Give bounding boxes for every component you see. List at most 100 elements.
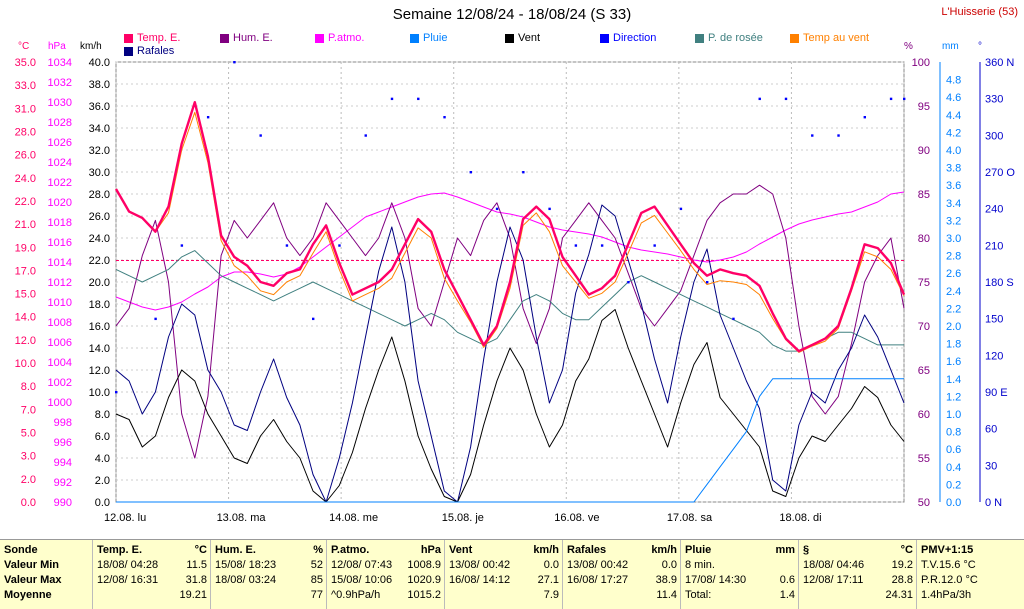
temp-tick-label: 26.0 — [15, 150, 36, 162]
station-name: L'Huisserie (53) — [941, 6, 1018, 18]
temp-tick-label: 12.0 — [15, 335, 36, 347]
wind-tick-label: 18.0 — [89, 299, 110, 311]
dir-tick-label: 270 O — [985, 167, 1015, 179]
direction-point — [390, 97, 394, 101]
stats-cell-value: 31.8 — [185, 574, 207, 586]
stats-header: § °C — [803, 544, 913, 558]
rain-tick-label: 1.6 — [946, 356, 961, 368]
stats-column: § °C 18/08/ 04:46 19.2 12/08/ 17:11 28.8 24.31 — [798, 540, 917, 609]
stats-column: Vent km/h 13/08/ 00:42 0.0 16/08/ 14:12 27.1 7… — [444, 540, 563, 609]
press-tick-label: 1002 — [48, 377, 72, 389]
legend-press: P.atmo. — [315, 32, 365, 44]
direction-point — [706, 281, 709, 284]
direction-point — [154, 317, 157, 321]
rain-tick-label: 4.8 — [946, 75, 961, 87]
stats-row: 16/08/ 14:12 27.1 — [449, 574, 559, 588]
rain-tick-label: 2.4 — [946, 286, 961, 298]
direction-point — [732, 317, 735, 321]
wind-tick-label: 20.0 — [89, 277, 110, 289]
stats-cell-time: 16/08/ 17:27 — [567, 574, 629, 586]
dir-tick-label: 240 — [985, 204, 1003, 216]
wind-tick-label: 22.0 — [89, 255, 110, 267]
direction-point — [522, 171, 525, 174]
rain-tick-label: 0.2 — [946, 479, 961, 491]
press-tick-label: 996 — [54, 437, 72, 449]
stats-cell-value: 77 — [310, 589, 323, 601]
direction-point — [837, 134, 840, 137]
stats-row: 24.31 — [803, 589, 913, 603]
hum-tick-label: 75 — [918, 277, 930, 289]
x-tick-label: 18.08. di — [779, 512, 821, 524]
temp-tick-label: 19.0 — [15, 242, 36, 254]
legend-swatch — [124, 33, 133, 43]
direction-point — [903, 97, 906, 101]
stats-column: PMV+1:15 T.V.15.6 °C P.R.12.0 °C 1.4hPa/3h — [916, 540, 1024, 609]
dir-tick-label: 90 E — [985, 387, 1008, 399]
wind-tick-label: 8.0 — [95, 409, 110, 421]
wind-tick-label: 4.0 — [95, 453, 110, 465]
dir-tick-label: 180 S — [985, 277, 1014, 289]
direction-point — [784, 97, 788, 101]
stats-column: Temp. E. °C 18/08/ 04:28 11.5 12/08/ 16:31 31… — [92, 540, 211, 609]
direction-point — [679, 207, 683, 211]
temp-tick-label: 15.0 — [15, 289, 36, 301]
direction-point — [180, 244, 184, 247]
hum-tick-label: 60 — [918, 409, 930, 421]
stats-header-label: Pluie — [685, 544, 712, 556]
stats-cell-time: 13/08/ 00:42 — [449, 559, 511, 571]
stats-cell-value: 85 — [310, 574, 323, 586]
wind-tick-label: 24.0 — [89, 233, 110, 245]
wind-tick-label: 6.0 — [95, 431, 110, 443]
stats-row: 7.9 — [449, 589, 559, 603]
legend-wind: Vent — [505, 32, 540, 44]
direction-point — [233, 61, 236, 64]
wind-tick-label: 0.0 — [95, 497, 110, 509]
press-tick-label: 1018 — [48, 217, 72, 229]
stats-cell-time: 13/08/ 00:42 — [567, 559, 629, 571]
rain-tick-label: 4.6 — [946, 92, 961, 104]
series-group — [114, 61, 906, 503]
temp-tick-label: 0.0 — [21, 497, 36, 509]
direction-point — [312, 317, 315, 321]
unit-wind: km/h — [80, 41, 102, 52]
stats-header-label: Hum. E. — [215, 544, 256, 556]
x-tick-label: 16.08. ve — [554, 512, 599, 524]
rain-tick-label: 2.2 — [946, 303, 961, 315]
stats-cell-time: 18/08/ 04:46 — [803, 559, 865, 571]
chart-title: Semaine 12/08/24 - 18/08/24 (S 33) — [392, 6, 632, 23]
series-line-hum-e — [115, 184, 905, 459]
stats-cell-value: 1.4 — [779, 589, 795, 601]
unit-dir: ° — [978, 41, 982, 52]
rain-tick-label: 3.0 — [946, 233, 961, 245]
stats-cell-value: 24.31 — [885, 589, 913, 601]
direction-point — [495, 207, 499, 211]
legend-swatch — [600, 33, 609, 43]
stats-cell-time: 15/08/ 18:23 — [215, 559, 277, 571]
temp-tick-label: 33.0 — [15, 80, 36, 92]
rain-tick-label: 3.6 — [946, 180, 961, 192]
rain-tick-label: 0.6 — [946, 444, 961, 456]
stats-cell-time: 1.4hPa/3h — [921, 589, 972, 601]
legend-direction: Direction — [600, 32, 656, 44]
unit-press: hPa — [48, 41, 66, 52]
stats-row: 19.21 — [97, 589, 207, 603]
stats-row: 1.4hPa/3h — [921, 589, 1021, 603]
wind-tick-label: 10.0 — [89, 387, 110, 399]
stats-column: Pluie mm 8 min. 17/08/ 14:30 0.6 Total: 1.4 — [680, 540, 799, 609]
direction-point — [863, 116, 866, 119]
direction-point — [574, 244, 578, 247]
direction-point — [600, 244, 604, 247]
stats-header: PMV+1:15 — [921, 544, 1021, 558]
hum-tick-label: 90 — [918, 145, 930, 157]
rain-tick-label: 0.0 — [946, 497, 961, 509]
stats-row-label: Moyenne — [4, 589, 52, 601]
direction-point — [653, 244, 656, 247]
wind-tick-label: 26.0 — [89, 211, 110, 223]
rain-tick-label: 0.8 — [946, 427, 961, 439]
wind-tick-label: 28.0 — [89, 189, 110, 201]
rain-tick-label: 2.8 — [946, 251, 961, 263]
weather-chart: 12.08. lu 13.08. ma 14.08. me 15.08. je 16.0… — [15, 57, 1016, 524]
stats-cell-value: 7.9 — [543, 589, 559, 601]
direction-point — [548, 207, 551, 211]
series-line-rafales — [115, 204, 905, 503]
